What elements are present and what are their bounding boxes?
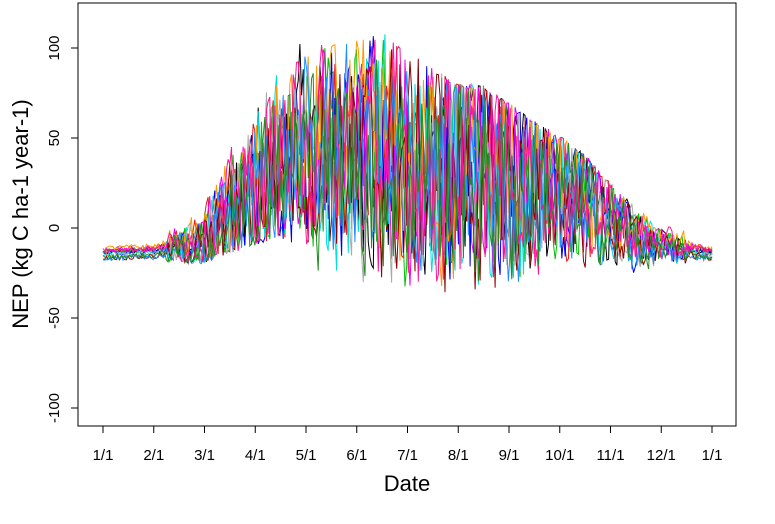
y-axis-label: NEP (kg C ha-1 year-1) xyxy=(8,99,33,328)
x-tick-label: 3/1 xyxy=(194,447,215,464)
y-tick-label: -50 xyxy=(46,307,63,329)
x-tick-label: 7/1 xyxy=(397,447,418,464)
x-axis: 1/1 2/1 3/1 4/1 5/1 6/1 7/1 8/1 9/1 10/1 11/1 12/1 1… xyxy=(93,425,723,464)
series-line xyxy=(102,43,713,282)
series-layer xyxy=(102,34,713,293)
y-tick-label: -100 xyxy=(46,393,63,423)
x-tick-label: 9/1 xyxy=(499,447,520,464)
y-tick-label: 100 xyxy=(46,35,63,60)
series-line xyxy=(102,59,713,282)
x-tick-label: 6/1 xyxy=(346,447,367,464)
x-tick-label: 11/1 xyxy=(596,447,624,464)
x-tick-label: 12/1 xyxy=(647,447,676,464)
x-tick-label: 8/1 xyxy=(448,447,469,464)
y-tick-label: 0 xyxy=(46,224,63,232)
y-tick-label: 50 xyxy=(46,130,63,147)
x-tick-label: 2/1 xyxy=(143,447,164,464)
series-line xyxy=(103,39,713,282)
y-axis: -100 -50 0 50 100 xyxy=(46,35,79,423)
x-tick-label: 5/1 xyxy=(296,447,317,464)
x-tick-label: 10/1 xyxy=(545,447,574,464)
x-tick-label: 1/1 xyxy=(93,447,114,464)
x-axis-label: Date xyxy=(384,471,430,496)
x-tick-label: 1/1 xyxy=(702,447,723,464)
x-tick-label: 4/1 xyxy=(245,447,266,464)
